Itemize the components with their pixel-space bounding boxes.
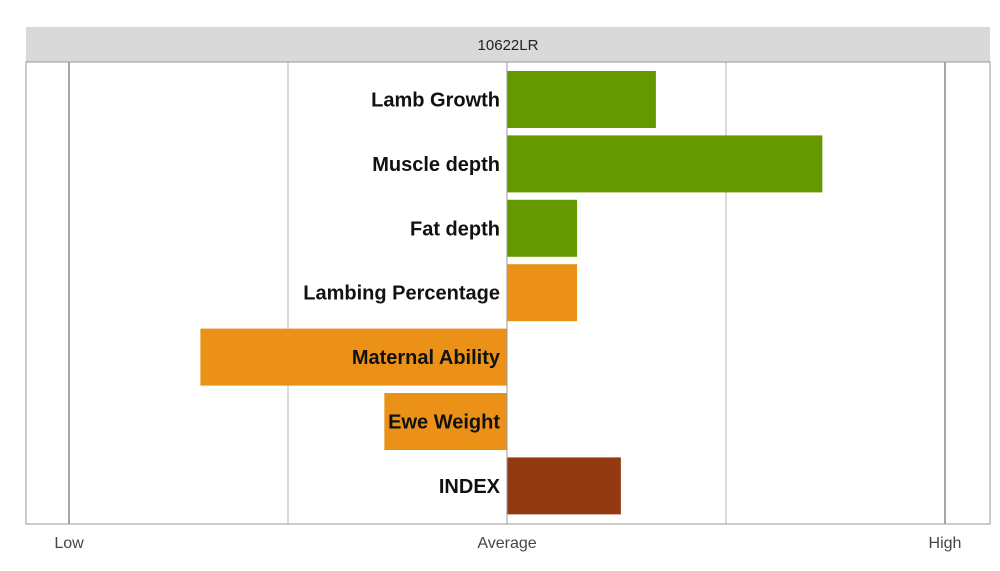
bar-lamb-growth <box>507 71 656 128</box>
x-axis-tick-labels: Low Average High <box>54 535 961 552</box>
category-labels: Lamb Growth Muscle depth Fat depth Lambing … <box>303 90 501 498</box>
chart-title-strip: 10622LR <box>26 27 990 62</box>
category-label: Ewe Weight <box>388 412 500 434</box>
bars <box>200 62 823 524</box>
category-label: Maternal Ability <box>352 347 501 369</box>
bar-muscle-depth <box>507 135 823 193</box>
plot-frame <box>25 61 991 525</box>
x-tick-label: Low <box>54 535 84 552</box>
category-label: Muscle depth <box>372 154 500 176</box>
chart-title: 10622LR <box>478 37 539 54</box>
bar-fat-depth <box>507 199 578 257</box>
category-label: Lamb Growth <box>371 90 500 112</box>
bar-index <box>507 457 621 515</box>
category-label: Fat depth <box>410 218 500 240</box>
x-tick-label: Average <box>477 535 536 552</box>
bar-maternal-ability <box>200 328 507 386</box>
bar-ewe-weight <box>384 393 507 450</box>
title-background <box>26 27 990 62</box>
bar-lambing-percentage <box>507 264 578 322</box>
x-tick-label: High <box>929 535 962 552</box>
category-label: INDEX <box>439 476 501 498</box>
category-label: Lambing Percentage <box>303 283 500 305</box>
